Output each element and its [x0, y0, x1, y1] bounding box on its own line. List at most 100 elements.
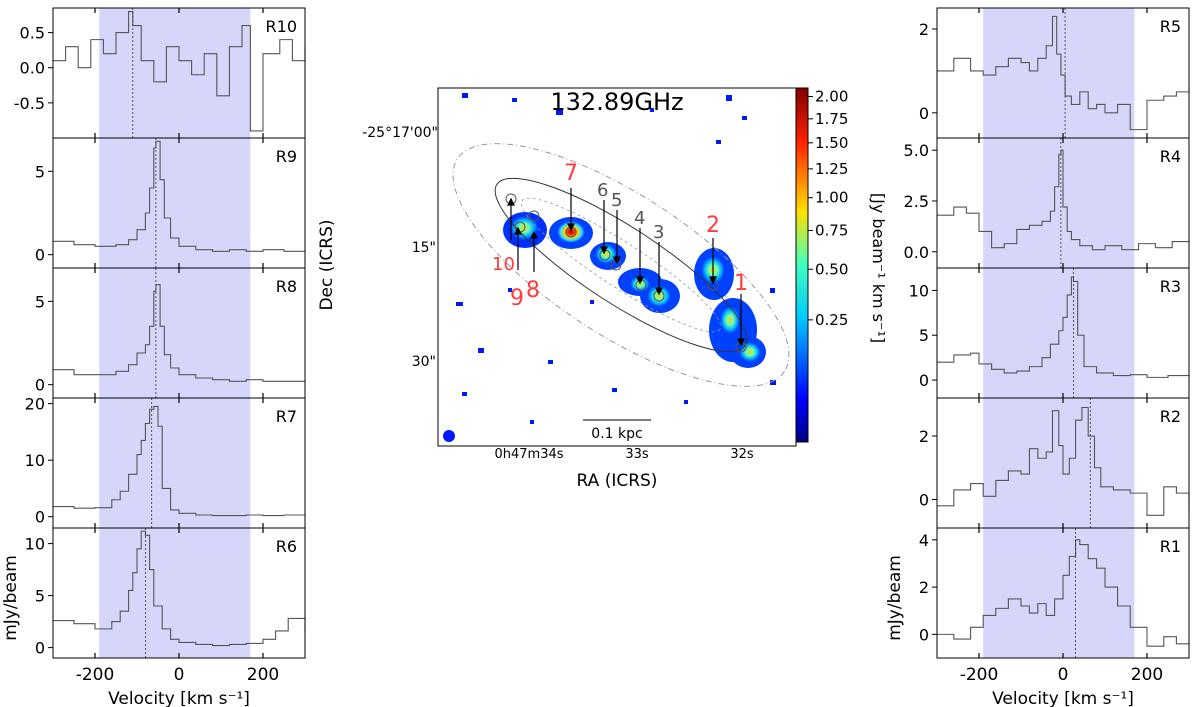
colorbar-tick-label: 1.25	[815, 160, 848, 178]
y-tick-label: 0	[35, 376, 45, 395]
colorbar-tick-label: 1.50	[815, 134, 848, 152]
y-tick-label: 4	[919, 531, 929, 550]
beam-marker	[443, 430, 455, 442]
panel-label: R9	[276, 147, 297, 166]
dec-tick-0: -25°17'00"	[362, 125, 438, 141]
colorbar-tick-label: 0.50	[815, 260, 848, 278]
region-label-3: 3	[653, 222, 664, 243]
outer-ellipse	[452, 143, 790, 387]
colorbar-tick-label: 2.00	[815, 88, 848, 106]
x-tick-label: 0	[1058, 665, 1069, 685]
y-tick-label: -0.5	[14, 94, 45, 113]
y-tick-label: 5	[35, 292, 45, 311]
velocity-band	[99, 528, 251, 658]
y-tick-label: 0.0	[904, 243, 929, 262]
y-tick-label: 0	[35, 246, 45, 265]
colorbar-tick-label: 0.25	[815, 311, 848, 329]
colorbar-label: [Jy beam⁻¹ km s⁻¹]	[869, 193, 888, 343]
colorbar-tick-label: 1.75	[815, 110, 848, 128]
panel-label: R5	[1160, 17, 1181, 36]
panel-label: R8	[276, 277, 297, 296]
x-tick-label: -200	[76, 665, 115, 685]
y-tick-label: 2.5	[904, 192, 929, 211]
region-label-2: 2	[706, 213, 720, 238]
mid-ellipse	[520, 197, 722, 333]
spectrum-line	[937, 406, 1190, 516]
y-tick-label: 0	[919, 625, 929, 644]
region-labels: 10 9 8 7 6 5 4 3 2 1	[492, 161, 748, 311]
colorbar	[795, 87, 809, 443]
spectrum-panel-r5: R5 2 0	[919, 7, 1190, 139]
colorbar-tick-label: 0.75	[815, 221, 848, 239]
y-tick-label: 0	[919, 371, 929, 390]
x-tick-label: -200	[960, 665, 999, 685]
spectrum-panel-r7: R7 20 10 0	[25, 395, 306, 529]
ra-tick-0: 0h47m34s	[494, 447, 563, 462]
panel-label: R6	[276, 537, 297, 556]
dec-tick-labels: -25°17'00" 15" 30"	[362, 125, 438, 370]
panel-label: R1	[1160, 537, 1181, 556]
y-tick-label: 10	[909, 281, 929, 300]
region-label-4: 4	[634, 208, 645, 229]
velocity-band	[99, 138, 251, 268]
region-arrows	[507, 188, 745, 347]
spectrum-panel-r6: R6 10 5 0 -200 0 200 Velocity [km s⁻¹] mJy/beam	[1, 527, 306, 707]
y-tick-label: 0.5	[20, 24, 45, 43]
spectrum-line	[937, 276, 1190, 378]
map-ylabel: Dec (ICRS)	[317, 219, 337, 310]
panel-label: R4	[1160, 147, 1181, 166]
colorbar-ticks: 2.00 1.75 1.50 1.25 1.00 0.75 0.50 0.25	[808, 88, 848, 329]
y-tick-label: 0	[919, 490, 929, 509]
map-title: 132.89GHz	[550, 88, 683, 116]
y-tick-label: 5	[919, 326, 929, 345]
region-label-7: 7	[564, 161, 578, 186]
spectrum-line	[937, 539, 1190, 647]
x-tick-label: 200	[1131, 665, 1163, 685]
velocity-band	[983, 8, 1135, 138]
y-tick-label: 10	[25, 535, 45, 554]
spectrum-line	[53, 10, 306, 132]
map-emission	[443, 93, 790, 442]
y-axis-label: mJy/beam	[1, 555, 21, 641]
y-tick-label: 10	[25, 451, 45, 470]
moment-map: 10 9 8 7 6 5 4 3 2 1 132.89GHz 0.1 kpc -…	[317, 87, 888, 491]
y-axis-label: mJy/beam	[885, 555, 905, 641]
velocity-band	[99, 8, 251, 138]
panel-label: R3	[1160, 277, 1181, 296]
spectrum-panel-r10: R10 0.5 0.0 -0.5	[14, 7, 306, 139]
spectrum-panel-r8: R8 5 0	[35, 267, 306, 399]
spectrum-panel-r3: R3 10 5 0	[909, 267, 1190, 399]
spectrum-line	[53, 530, 306, 647]
galaxy-emission	[503, 212, 766, 368]
velocity-band	[99, 398, 251, 528]
y-tick-label: 0	[919, 104, 929, 123]
y-tick-label: 0.0	[20, 59, 45, 78]
spectrum-panel-r2: R2 2 0	[919, 397, 1190, 529]
colorbar-tick-label: 1.00	[815, 189, 848, 207]
x-axis-label: Velocity [km s⁻¹]	[108, 689, 250, 707]
spectrum-panel-r9: R9 5 0	[35, 137, 306, 269]
y-tick-label: 2	[919, 578, 929, 597]
dec-tick-1: 15"	[412, 240, 436, 256]
x-tick-label: 0	[174, 665, 185, 685]
y-tick-label: 0	[35, 639, 45, 658]
x-axis-label: Velocity [km s⁻¹]	[992, 689, 1134, 707]
velocity-band	[99, 268, 251, 398]
spectrum-panel-r1: R1 4 2 0 -200 0 200 Velocity [km s⁻¹] mJy/beam	[885, 527, 1190, 707]
ra-tick-2: 32s	[730, 447, 754, 462]
region-label-10: 10	[492, 254, 515, 275]
y-tick-label: 5.0	[904, 141, 929, 160]
region-label-1: 1	[734, 271, 748, 296]
y-tick-label: 5	[35, 587, 45, 606]
spectrum-panel-r4: R4 5.0 2.5 0.0	[904, 137, 1190, 269]
left-spectra-column: R10 0.5 0.0 -0.5 R9 5 0 R8 5 0 R7 20 10 0 R6 10 5 0 -200 0 2…	[1, 7, 306, 707]
spectrum-line	[53, 284, 305, 382]
ra-tick-1: 33s	[625, 447, 649, 462]
right-spectra-column: R5 2 0 R4 5.0 2.5 0.0 R3 10 5 0 R2 2 0 R1 4 2 0 -200 0 200 Ve…	[885, 7, 1190, 707]
y-tick-label: 2	[919, 20, 929, 39]
y-tick-label: 5	[35, 162, 45, 181]
y-tick-label: 2	[919, 427, 929, 446]
spectrum-line	[937, 15, 1190, 131]
map-xlabel: RA (ICRS)	[577, 471, 658, 491]
